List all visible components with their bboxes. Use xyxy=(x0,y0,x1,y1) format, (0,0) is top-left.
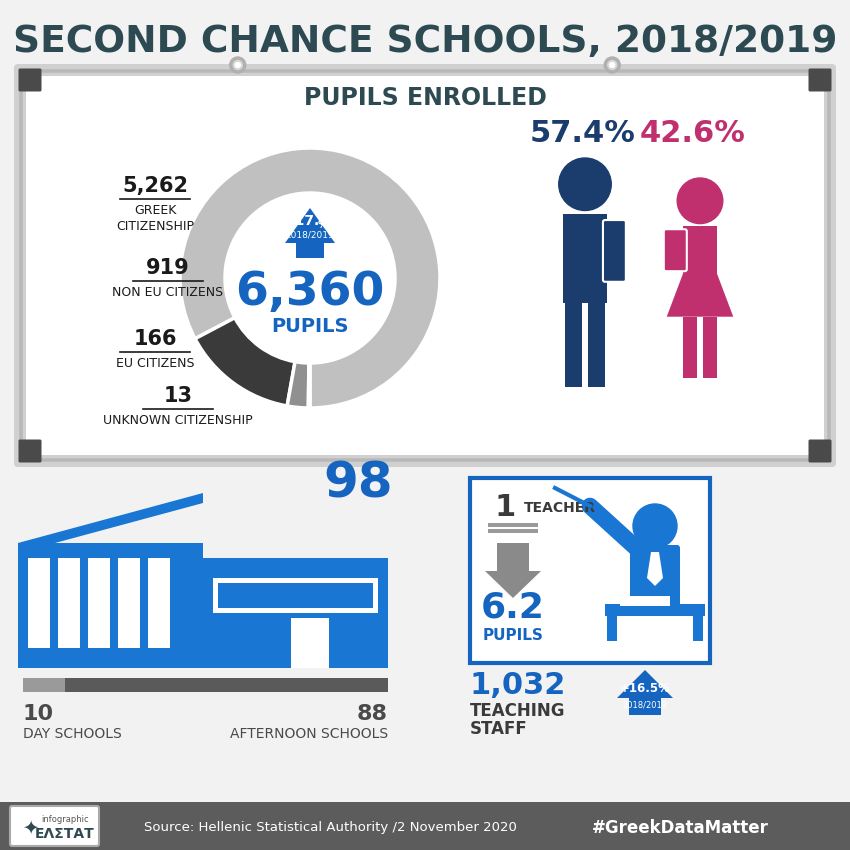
FancyBboxPatch shape xyxy=(808,439,831,462)
Bar xyxy=(291,618,329,668)
Text: 88: 88 xyxy=(357,704,388,724)
Bar xyxy=(703,317,717,378)
Text: Source: Hellenic Statistical Authority /2 November 2020: Source: Hellenic Statistical Authority /… xyxy=(144,821,517,835)
Circle shape xyxy=(227,195,393,361)
Bar xyxy=(683,226,717,274)
Wedge shape xyxy=(287,361,309,408)
Text: 5,262: 5,262 xyxy=(122,176,188,196)
Text: %: % xyxy=(318,220,328,230)
Polygon shape xyxy=(18,493,203,553)
Bar xyxy=(148,558,170,648)
Polygon shape xyxy=(617,670,673,715)
Circle shape xyxy=(677,178,722,224)
Text: DAY SCHOOLS: DAY SCHOOLS xyxy=(23,727,122,741)
Text: CITIZENSHIP: CITIZENSHIP xyxy=(116,220,194,233)
Text: ΕΛΣΤΑΤ: ΕΛΣΤΑΤ xyxy=(35,827,95,841)
Circle shape xyxy=(608,60,617,70)
Text: TEACHING: TEACHING xyxy=(470,702,565,720)
Text: ✦: ✦ xyxy=(22,819,38,837)
FancyBboxPatch shape xyxy=(664,230,687,271)
Bar xyxy=(620,596,670,606)
FancyBboxPatch shape xyxy=(19,439,42,462)
Circle shape xyxy=(235,63,241,67)
Wedge shape xyxy=(180,148,440,408)
Bar xyxy=(118,558,140,648)
FancyBboxPatch shape xyxy=(26,76,824,455)
Text: EU CITIZENS: EU CITIZENS xyxy=(116,357,195,370)
Text: NON EU CITIZENS: NON EU CITIZENS xyxy=(112,286,224,299)
Bar xyxy=(683,317,697,378)
Text: 1,032: 1,032 xyxy=(470,671,566,700)
Circle shape xyxy=(558,158,611,211)
Text: 98: 98 xyxy=(323,459,393,507)
Bar xyxy=(587,303,605,387)
Text: GREEK: GREEK xyxy=(133,204,176,217)
Text: AFTERNOON SCHOOLS: AFTERNOON SCHOOLS xyxy=(230,727,388,741)
Bar xyxy=(0,802,850,850)
Bar xyxy=(213,578,378,613)
FancyBboxPatch shape xyxy=(630,545,680,606)
Text: 42.6%: 42.6% xyxy=(640,118,746,148)
Circle shape xyxy=(230,57,246,73)
Text: 919: 919 xyxy=(146,258,190,278)
Text: +17.1: +17.1 xyxy=(284,214,330,228)
Bar xyxy=(563,213,607,303)
FancyBboxPatch shape xyxy=(14,64,836,467)
Bar xyxy=(488,523,538,527)
Text: +16.5%: +16.5% xyxy=(620,682,671,694)
Text: TEACHER: TEACHER xyxy=(524,501,596,515)
Text: UNKNOWN CITIZENSHIP: UNKNOWN CITIZENSHIP xyxy=(103,414,252,427)
Circle shape xyxy=(604,57,620,73)
FancyBboxPatch shape xyxy=(808,69,831,92)
Circle shape xyxy=(233,60,242,70)
Text: 6.2: 6.2 xyxy=(481,591,545,625)
Bar xyxy=(28,558,50,648)
Text: PUPILS ENROLLED: PUPILS ENROLLED xyxy=(303,86,547,110)
Text: 1: 1 xyxy=(495,494,516,523)
Polygon shape xyxy=(285,208,335,258)
Bar xyxy=(605,604,705,616)
Bar xyxy=(18,543,203,668)
Text: PUPILS: PUPILS xyxy=(271,316,348,336)
Wedge shape xyxy=(195,318,295,406)
Polygon shape xyxy=(485,543,541,598)
Bar xyxy=(23,678,388,692)
Bar xyxy=(88,558,110,648)
Text: SECOND CHANCE SCHOOLS, 2018/2019: SECOND CHANCE SCHOOLS, 2018/2019 xyxy=(13,24,837,60)
Text: 6,360: 6,360 xyxy=(235,270,385,315)
Bar xyxy=(218,583,373,608)
Wedge shape xyxy=(309,363,310,408)
Bar xyxy=(58,558,80,648)
Bar xyxy=(693,616,703,641)
Bar xyxy=(607,616,617,641)
Text: STAFF: STAFF xyxy=(470,720,528,738)
Circle shape xyxy=(609,63,615,67)
Text: PUPILS: PUPILS xyxy=(483,628,543,643)
Text: 57.4%: 57.4% xyxy=(530,118,636,148)
Bar xyxy=(488,529,538,533)
Circle shape xyxy=(633,504,677,548)
Text: infographic: infographic xyxy=(41,815,88,824)
Polygon shape xyxy=(666,274,734,317)
FancyBboxPatch shape xyxy=(10,806,99,846)
Text: 2018/2019: 2018/2019 xyxy=(622,700,667,710)
Text: 10: 10 xyxy=(23,704,54,724)
Text: #GreekDataMatter: #GreekDataMatter xyxy=(592,819,768,837)
Bar xyxy=(203,558,388,668)
Polygon shape xyxy=(647,552,663,586)
FancyBboxPatch shape xyxy=(470,478,710,663)
Bar xyxy=(23,678,65,692)
Bar xyxy=(564,303,582,387)
Text: 13: 13 xyxy=(163,386,192,406)
FancyBboxPatch shape xyxy=(603,220,626,282)
Text: 2018/2019: 2018/2019 xyxy=(286,230,334,240)
Text: 166: 166 xyxy=(133,329,177,349)
FancyBboxPatch shape xyxy=(19,69,42,92)
